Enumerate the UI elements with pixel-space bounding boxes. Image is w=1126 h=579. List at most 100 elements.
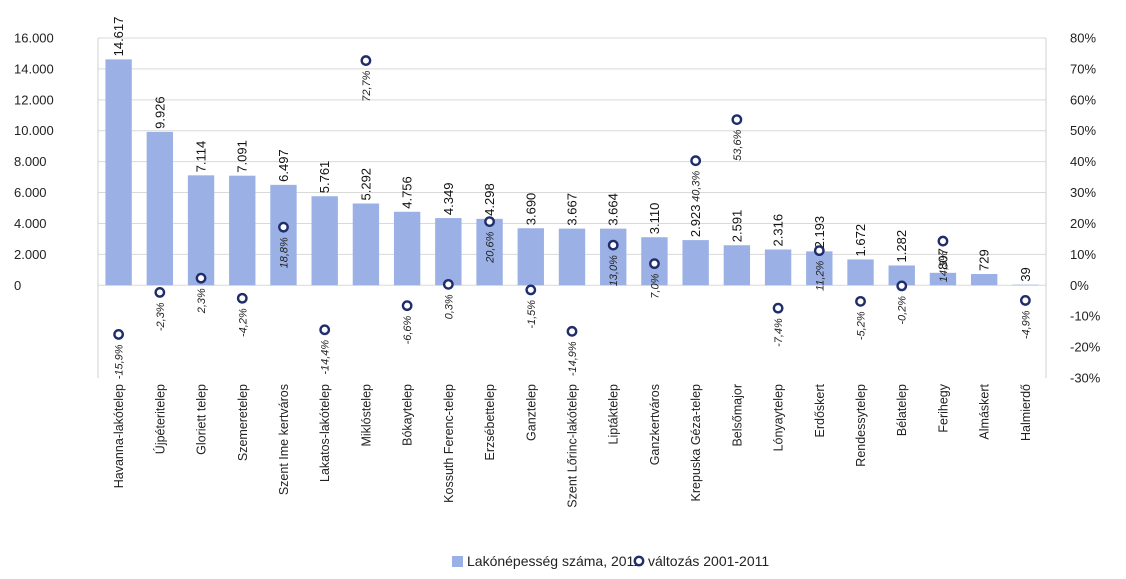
change-marker [442,278,454,290]
category-label: Szent Lőrinc-lakótelep [566,384,580,508]
bar [146,131,174,286]
bar-value-label: 2.591 [729,210,744,243]
category-label: Ganztelep [524,384,538,441]
bar-value-label: 5.292 [358,168,373,201]
bar-series [105,59,1039,286]
right-tick-label: 10% [1070,247,1096,262]
change-value-label: -1,5% [526,300,538,329]
change-marker [195,272,207,284]
change-marker [813,245,825,257]
bar [600,228,627,286]
category-label: Rendessytelep [854,384,868,467]
change-marker [1019,295,1031,306]
category-label: Halmierdő [1019,384,1033,441]
change-marker [855,295,866,307]
right-tick-label: -20% [1070,340,1101,355]
bar-value-label: 3.664 [606,193,621,226]
bar-value-label: 4.349 [441,183,456,216]
right-tick-label: 30% [1070,185,1096,200]
left-tick-label: 14.000 [14,61,54,76]
bar [806,251,833,286]
category-label: Gloriett telep [195,384,209,455]
category-label: Ferihegy [936,383,950,432]
change-value-label: -15,9% [114,344,126,379]
left-axis: 0 2.000 4.000 6.000 8.000 10.000 12.000 14.000 1… [14,31,99,378]
change-marker [772,302,784,314]
legend-bar-swatch [452,556,463,567]
bar-value-label: 2.923 [688,205,703,238]
change-value-label: -2,3% [155,302,167,331]
bar [476,218,503,286]
bar [435,218,462,286]
change-marker-series [113,55,1031,340]
right-tick-label: 20% [1070,216,1096,231]
left-tick-label: 4.000 [14,216,47,231]
bar [517,228,544,286]
category-label: Szent Ime kertváros [277,384,291,495]
change-value-label: -4,9% [1020,310,1032,339]
change-value-label: 53,6% [732,129,744,160]
category-label: Erdőskert [813,383,827,437]
change-marker [607,239,619,251]
change-value-label: -14,9% [567,341,579,376]
category-label: Liptáktelep [607,384,621,445]
change-marker [154,286,166,298]
right-tick-label: 40% [1070,154,1096,169]
legend-bar-label: Lakónépesség száma, 2011 [467,553,641,569]
bar-value-label: 7.091 [235,140,250,173]
change-marker [360,55,372,66]
bar-value-label: 14.617 [111,17,126,57]
bar [105,59,132,286]
right-tick-label: -10% [1070,309,1101,324]
change-marker [649,258,660,270]
bar-value-label: 2.316 [771,214,786,247]
change-marker [236,292,248,304]
bar [682,240,709,286]
category-label: Almáskert [978,383,992,439]
left-tick-label: 0 [14,278,21,293]
right-tick-label: 50% [1070,123,1096,138]
bar-value-label: 3.690 [523,193,538,226]
category-label: Szemeretelep [236,384,250,461]
change-value-label: 2,3% [196,288,208,314]
change-marker [525,284,537,296]
category-label: Ganzkertváros [648,384,662,465]
change-value-label: 14,3% [938,251,950,282]
bar-value-label: 807 [935,248,950,270]
bar [187,175,215,286]
bar [723,245,751,286]
bar [970,274,998,286]
bar-value-label: 4.298 [482,183,497,216]
bar-value-label: 3.667 [565,193,580,226]
change-value-label: 20,6% [485,231,497,263]
change-value-label: -6,6% [402,315,414,344]
change-value-label: -7,4% [773,318,785,347]
bar [311,196,338,286]
change-value-label: 13,0% [608,255,620,286]
bar [352,203,380,286]
change-marker [566,325,578,337]
right-tick-label: 60% [1070,92,1096,107]
category-label: Bélatelep [895,384,909,436]
bar-value-label: 5.761 [317,161,332,194]
bar-value-labels: 14.617 9.926 7.114 7.091 6.497 5.761 5.292 4.75… [111,17,1033,282]
category-label: Lakatos-lakótelep [318,384,332,482]
change-marker [319,324,331,336]
right-tick-label: 80% [1070,31,1096,46]
change-marker [278,221,289,233]
change-marker [113,329,125,340]
bar [888,265,915,286]
gridlines [98,37,1046,286]
category-label: Kossuth Ferenc-telep [442,384,456,503]
change-value-label: -4,2% [237,308,249,337]
legend-marker-swatch [633,555,645,567]
bar [393,211,421,286]
change-marker [937,235,949,247]
category-label: Havanna-lakótelep [112,384,126,488]
bar-value-label: 3.110 [647,203,662,235]
right-axis: -30% -20% -10% 0% 10% 20% 30% 40% 50% 60% 70% 80% [1045,31,1101,386]
bar-value-label: 1.672 [853,224,868,257]
legend: Lakónépesség száma, 2011 változás 2001-2… [452,553,769,569]
bar-value-label: 39 [1018,267,1033,281]
